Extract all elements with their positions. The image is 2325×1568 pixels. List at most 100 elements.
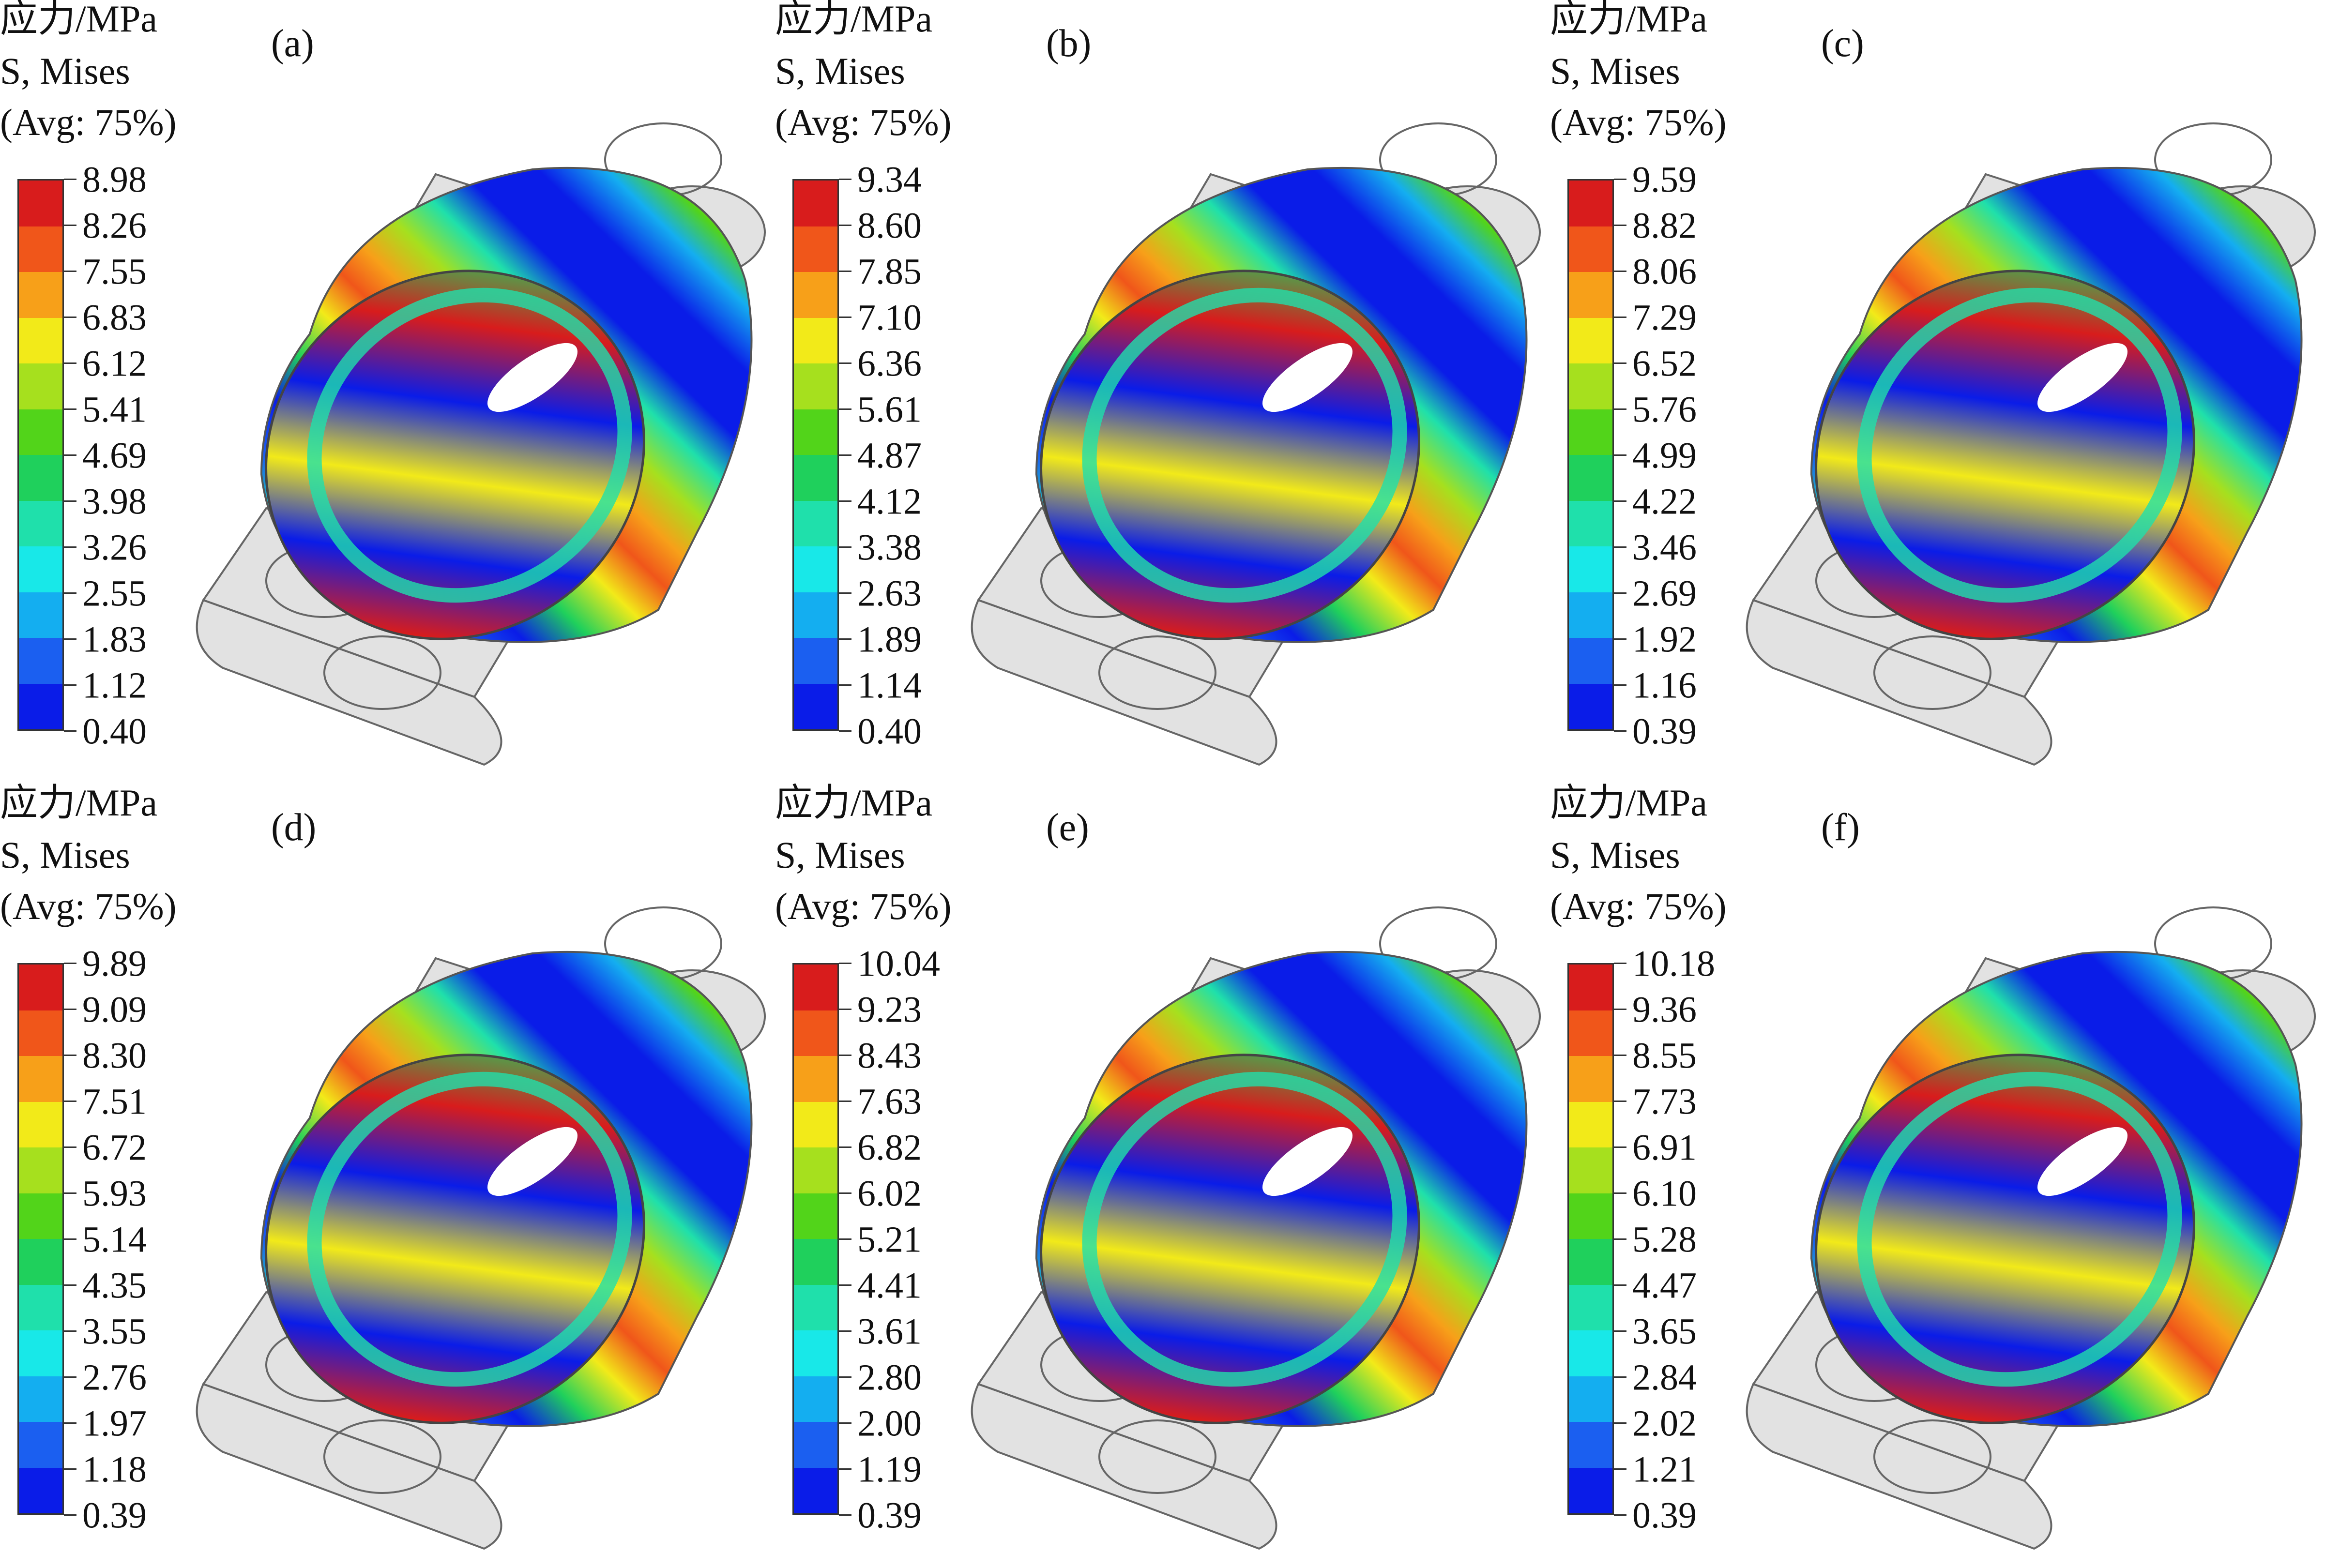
bore-lip bbox=[307, 1071, 632, 1387]
legend-color-band bbox=[19, 317, 62, 363]
legend-color-band bbox=[794, 1101, 837, 1147]
legend-tick-label: 7.63 bbox=[857, 1081, 922, 1122]
legend-color-band bbox=[1569, 1422, 1612, 1468]
legend-tick bbox=[1614, 1376, 1626, 1378]
legend-color-band bbox=[794, 546, 837, 592]
legend-tick bbox=[839, 317, 851, 318]
legend-title: 应力/MPa bbox=[0, 782, 158, 824]
legend-tick-label: 4.41 bbox=[857, 1265, 922, 1306]
legend-tick bbox=[839, 638, 851, 640]
legend-tick-label: 3.61 bbox=[857, 1311, 922, 1352]
panel-label: (e) bbox=[1046, 806, 1089, 849]
legend-tick bbox=[1614, 1468, 1626, 1470]
bore-opening bbox=[487, 1127, 577, 1196]
legend-tick-label: 1.92 bbox=[1632, 619, 1697, 660]
legend-color-band bbox=[794, 1376, 837, 1422]
legend-tick-label: 3.98 bbox=[82, 481, 147, 522]
panel-a: 应力/MPa S, Mises (Avg: 75%) (a) 8.98 8.26 7.55 6… bbox=[0, 0, 775, 784]
bore-lip bbox=[1857, 1071, 2182, 1387]
legend-tick-label: 8.55 bbox=[1632, 1035, 1697, 1076]
legend-tick-label: 6.52 bbox=[1632, 343, 1697, 384]
stress-contour-model bbox=[1746, 906, 2316, 1550]
legend-color-band bbox=[19, 1467, 62, 1513]
legend-color-band bbox=[1569, 638, 1612, 684]
legend-variable: S, Mises bbox=[1550, 834, 1680, 876]
legend-color-band bbox=[794, 363, 837, 409]
panel-label: (c) bbox=[1821, 22, 1864, 65]
legend-tick bbox=[1614, 1514, 1626, 1516]
legend-tick bbox=[839, 730, 851, 732]
legend-tick-label: 2.80 bbox=[857, 1357, 922, 1398]
legend-tick-label: 5.76 bbox=[1632, 389, 1697, 430]
legend-color-band bbox=[794, 181, 837, 226]
legend-tick bbox=[1614, 638, 1626, 640]
legend-color-band bbox=[19, 683, 62, 729]
legend-tick bbox=[64, 408, 76, 410]
legend-tick-label: 8.98 bbox=[82, 159, 147, 200]
legend-tick bbox=[839, 684, 851, 686]
legend-tick bbox=[64, 1009, 76, 1010]
legend-tick bbox=[839, 271, 851, 272]
legend-color-band bbox=[1569, 592, 1612, 638]
panel-f: 应力/MPa S, Mises (Avg: 75%) (f) 10.18 9.36 8.55… bbox=[1550, 784, 2325, 1568]
legend-title: 应力/MPa bbox=[0, 0, 158, 40]
legend-color-band bbox=[19, 409, 62, 455]
bore-opening bbox=[1262, 1127, 1352, 1196]
legend-color-band bbox=[794, 1010, 837, 1056]
legend-color-band bbox=[19, 363, 62, 409]
legend-tick-label: 3.38 bbox=[857, 527, 922, 568]
legend-tick-label: 5.93 bbox=[82, 1173, 147, 1214]
legend-color-band bbox=[19, 272, 62, 318]
legend-color-band bbox=[794, 1056, 837, 1102]
legend-color-band bbox=[1569, 1056, 1612, 1102]
color-legend-bar bbox=[17, 179, 64, 731]
legend-tick-label: 2.84 bbox=[1632, 1357, 1697, 1398]
legend-tick-label: 4.99 bbox=[1632, 435, 1697, 476]
panel-label: (f) bbox=[1821, 806, 1860, 849]
legend-tick-label: 7.10 bbox=[857, 297, 922, 338]
legend-tick-label: 9.89 bbox=[82, 943, 147, 984]
legend-color-band bbox=[794, 1284, 837, 1330]
legend-tick bbox=[1614, 1330, 1626, 1332]
legend-color-band bbox=[794, 1239, 837, 1285]
legend-color-band bbox=[19, 1010, 62, 1056]
bore-lip bbox=[307, 287, 632, 603]
legend-tick bbox=[1614, 1284, 1626, 1286]
legend-tick bbox=[1614, 362, 1626, 364]
legend-color-band bbox=[19, 226, 62, 272]
bore-lip bbox=[1857, 287, 2182, 603]
legend-tick bbox=[64, 454, 76, 456]
legend-tick-label: 8.26 bbox=[82, 205, 147, 246]
legend-color-band bbox=[19, 181, 62, 226]
legend-tick-label: 4.35 bbox=[82, 1265, 147, 1306]
color-legend-bar bbox=[1567, 179, 1614, 731]
legend-tick-label: 3.46 bbox=[1632, 527, 1697, 568]
legend-tick bbox=[1614, 317, 1626, 318]
legend-avg: (Avg: 75%) bbox=[775, 885, 952, 927]
legend-tick bbox=[1614, 1238, 1626, 1240]
legend-color-band bbox=[1569, 683, 1612, 729]
legend-tick-label: 4.87 bbox=[857, 435, 922, 476]
bore-opening bbox=[487, 343, 577, 412]
legend-color-band bbox=[794, 455, 837, 501]
legend-tick-label: 6.82 bbox=[857, 1127, 922, 1168]
legend-color-band bbox=[1569, 181, 1612, 226]
legend-variable: S, Mises bbox=[1550, 50, 1680, 92]
legend-color-band bbox=[794, 272, 837, 318]
legend-tick-label: 6.10 bbox=[1632, 1173, 1697, 1214]
stress-contour-model bbox=[1746, 122, 2316, 766]
legend-tick-label: 0.39 bbox=[1632, 1495, 1697, 1536]
legend-tick-label: 5.21 bbox=[857, 1219, 922, 1260]
legend-color-band bbox=[794, 965, 837, 1010]
legend-tick-label: 5.14 bbox=[82, 1219, 147, 1260]
legend-tick bbox=[64, 500, 76, 502]
legend-tick bbox=[64, 271, 76, 272]
legend-tick bbox=[64, 1330, 76, 1332]
legend-tick bbox=[64, 963, 76, 964]
legend-tick bbox=[64, 1101, 76, 1102]
legend-color-band bbox=[19, 1239, 62, 1285]
legend-tick-label: 5.41 bbox=[82, 389, 147, 430]
legend-color-band bbox=[1569, 455, 1612, 501]
legend-tick bbox=[839, 408, 851, 410]
legend-tick-label: 2.00 bbox=[857, 1403, 922, 1444]
